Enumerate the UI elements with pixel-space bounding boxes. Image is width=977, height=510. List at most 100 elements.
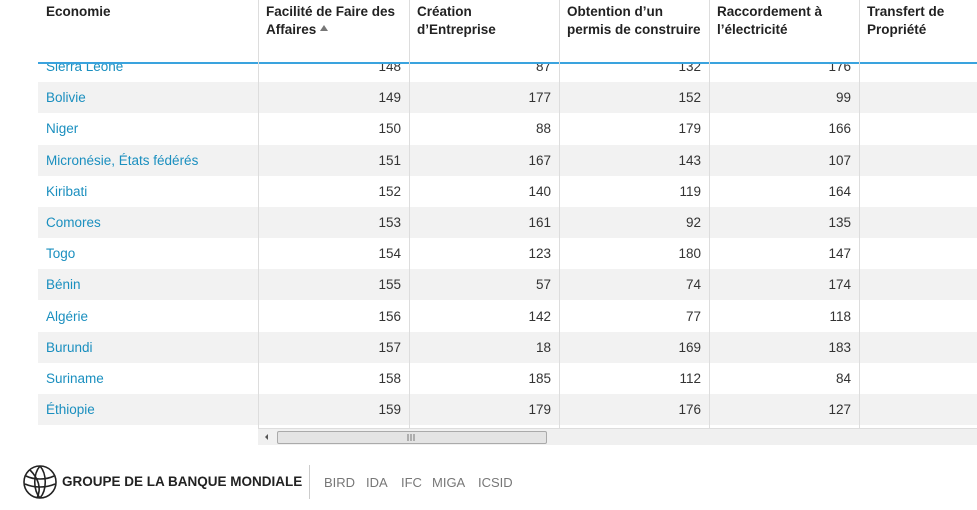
cell-value: 164 [828, 183, 851, 199]
cell-value: 179 [678, 121, 701, 137]
footer-link[interactable]: MIGA [432, 475, 466, 490]
cell-value: 147 [828, 246, 851, 262]
economy-link[interactable]: Éthiopie [46, 402, 95, 418]
cell-value: 74 [685, 277, 701, 293]
cell-value: 135 [828, 215, 851, 230]
table-row: Kiribati 152 140 119 164 [38, 176, 977, 207]
table-row: Algérie 156 142 77 118 [38, 301, 977, 332]
column-header-text: Création d’Entreprise [417, 4, 496, 37]
cell-value: 158 [378, 371, 401, 386]
cell-value: 118 [829, 308, 851, 324]
horizontal-scrollbar[interactable] [258, 428, 977, 445]
cell-value: 92 [685, 215, 701, 230]
grip [407, 434, 415, 441]
scroll-thumb[interactable] [277, 431, 547, 444]
column-header[interactable]: Création d’Entreprise [409, 3, 559, 39]
cell-value: 84 [835, 371, 851, 386]
economy-link[interactable]: Niger [46, 121, 79, 137]
cell-value: 157 [378, 339, 401, 355]
column-header[interactable]: Raccordement à l’électricité [709, 3, 859, 39]
cell-value: 151 [378, 152, 401, 168]
table-row: Éthiopie 159 179 176 127 [38, 394, 977, 426]
cell-value: 167 [528, 152, 551, 168]
footer-link[interactable]: BIRD [324, 475, 356, 490]
cell-value: 119 [679, 183, 701, 199]
table-row: Niger 150 88 179 166 [38, 113, 977, 144]
cell-value: 154 [378, 246, 401, 262]
world-bank-logo[interactable] [22, 464, 58, 500]
column-divider [409, 0, 410, 428]
column-divider [859, 0, 860, 428]
cell-value: 150 [378, 121, 401, 137]
separator [309, 465, 310, 499]
column-header-text: Obtention d’un permis de construire [567, 4, 701, 37]
column-divider [709, 0, 710, 428]
cell-value: 176 [678, 402, 701, 418]
cell-value: 185 [528, 371, 551, 386]
table-row: Comores 153 161 92 135 [38, 207, 977, 238]
economy-link[interactable]: Bénin [46, 277, 81, 293]
table-row: Bolivie 149 177 152 99 [38, 82, 977, 114]
economy-link[interactable]: Comores [46, 215, 101, 230]
cell-value: 180 [678, 246, 701, 262]
table-row: Micronésie, États fédérés 151 167 143 107 [38, 144, 977, 176]
cell-value: 166 [828, 121, 851, 137]
table-row: Togo 154 123 180 147 [38, 238, 977, 269]
cell-value: 152 [678, 90, 701, 106]
footer-link[interactable]: ICSID [478, 475, 513, 490]
cell-value: 177 [528, 90, 551, 106]
cell-value: 99 [835, 90, 851, 106]
cell-value: 159 [378, 402, 401, 418]
footer-link[interactable]: IDA [366, 475, 388, 490]
cell-value: 155 [378, 277, 401, 293]
cell-value: 123 [528, 246, 551, 262]
scroll-left-arrow[interactable] [262, 430, 272, 444]
cell-value: 169 [678, 339, 701, 355]
column-divider [559, 0, 560, 428]
column-header-text: Transfert de Propriété [867, 4, 945, 37]
cell-value: 140 [528, 183, 551, 199]
column-header[interactable]: Facilité de Faire des Affaires [258, 3, 409, 39]
column-header[interactable]: Economie [38, 3, 258, 21]
cell-value: 143 [678, 152, 701, 168]
cell-value: 127 [828, 402, 851, 418]
cell-value: 77 [685, 308, 701, 324]
table-row: Bénin 155 57 74 174 [38, 269, 977, 301]
cell-value: 88 [535, 121, 551, 137]
footer: GROUPE DE LA BANQUE MONDIALE BIRD IDA IF… [22, 463, 922, 501]
economy-link[interactable]: Kiribati [46, 183, 88, 199]
column-header-text: Economie [46, 4, 111, 19]
table-row: Suriname 158 185 112 84 [38, 363, 977, 394]
cell-value: 18 [535, 339, 551, 355]
sort-ascending-icon [320, 25, 329, 31]
cell-value: 174 [828, 277, 851, 293]
economy-link[interactable]: Suriname [46, 371, 104, 386]
table-row: Burundi 157 18 169 183 [38, 331, 977, 363]
cell-value: 183 [828, 339, 851, 355]
cell-value: 112 [679, 371, 701, 386]
table: Economie Facilité de Faire des Affaires Cr… [38, 0, 977, 428]
table-header: Economie Facilité de Faire des Affaires Cr… [38, 0, 977, 64]
cell-value: 149 [378, 90, 401, 106]
column-header-text: Raccordement à l’électricité [717, 4, 823, 37]
cell-value: 142 [528, 308, 551, 324]
cell-value: 153 [378, 215, 401, 230]
column-header-text: Facilité de Faire des Affaires [266, 4, 396, 37]
economy-link[interactable]: Bolivie [46, 90, 86, 106]
economy-link[interactable]: Togo [46, 246, 76, 262]
column-header[interactable]: Obtention d’un permis de construire [559, 3, 709, 39]
brand-name[interactable]: GROUPE DE LA BANQUE MONDIALE [62, 474, 303, 489]
cell-value: 152 [378, 183, 401, 199]
footer-link[interactable]: IFC [401, 475, 422, 490]
cell-value: 161 [528, 215, 551, 230]
column-header[interactable]: Transfert de Propriété [859, 3, 977, 39]
cell-value: 156 [378, 308, 401, 324]
economy-link[interactable]: Micronésie, États fédérés [46, 152, 199, 168]
column-divider [258, 0, 259, 428]
economy-link[interactable]: Burundi [46, 339, 93, 355]
cell-value: 179 [528, 402, 551, 418]
cell-value: 57 [535, 277, 551, 293]
economy-link[interactable]: Algérie [46, 308, 89, 324]
cell-value: 107 [828, 152, 851, 168]
